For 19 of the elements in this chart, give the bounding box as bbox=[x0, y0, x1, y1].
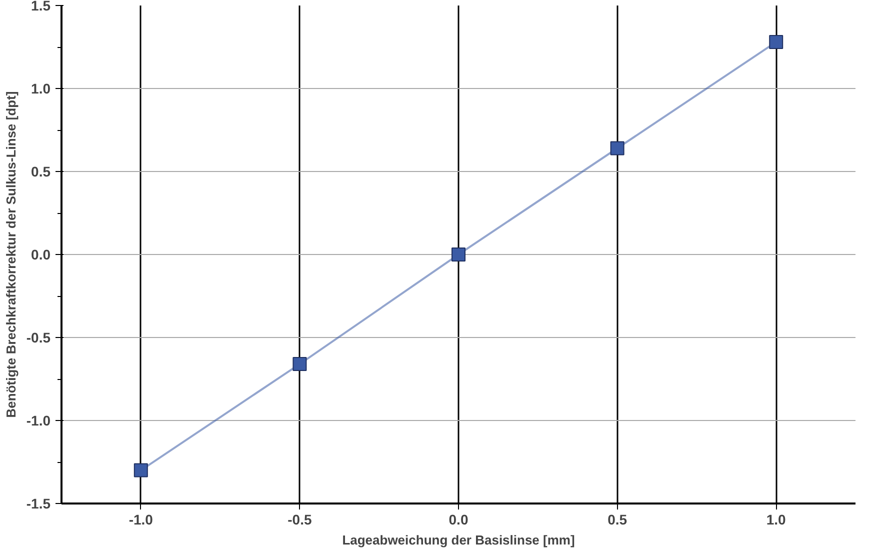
x-tick-label: 0.5 bbox=[608, 512, 628, 528]
y-tick-label: 1.0 bbox=[31, 80, 51, 96]
point bbox=[452, 248, 466, 262]
point bbox=[134, 463, 148, 478]
x-tick-label: 1.0 bbox=[766, 512, 786, 528]
y-tick-label: -0.5 bbox=[26, 330, 51, 346]
x-tick-label: 0.0 bbox=[448, 512, 468, 528]
point bbox=[610, 141, 624, 156]
x-axis-title: Lageabweichung der Basislinse [mm] bbox=[342, 532, 575, 548]
point bbox=[769, 35, 784, 50]
y-tick-label: -1.0 bbox=[26, 412, 51, 428]
y-axis-title: Benötigte Brechkraftkorrektur der Sulkus-Linse [dpt] bbox=[3, 91, 18, 418]
y-tick-label: -1.5 bbox=[26, 496, 51, 512]
x-tick-label: -1.0 bbox=[128, 512, 154, 528]
point bbox=[292, 357, 307, 372]
y-tick-label: 1.5 bbox=[31, 0, 51, 14]
y-tick-label: 0.0 bbox=[31, 246, 51, 262]
y-tick-label: 0.5 bbox=[31, 164, 51, 180]
x-tick-label: -0.5 bbox=[288, 512, 312, 528]
